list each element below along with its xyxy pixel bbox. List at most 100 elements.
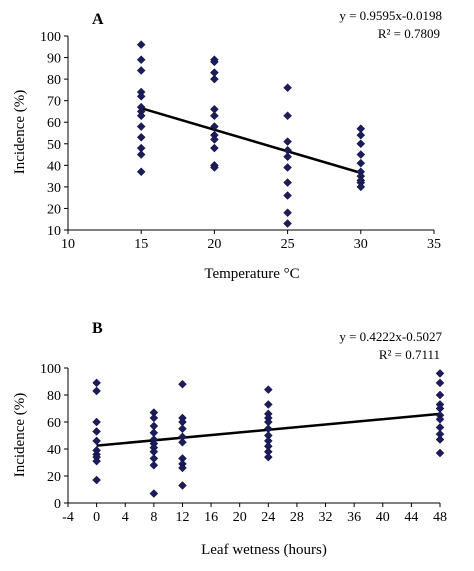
y-tick-label: 70 — [47, 95, 61, 110]
data-point — [210, 163, 219, 172]
data-point — [149, 460, 159, 470]
data-point — [149, 413, 159, 423]
x-tick-label: 24 — [261, 510, 275, 525]
data-point — [283, 83, 292, 93]
y-tick-label: 60 — [47, 116, 61, 131]
x-tick-label: 30 — [354, 237, 368, 252]
data-point — [92, 427, 101, 436]
data-point — [210, 143, 219, 153]
x-tick-label: 28 — [290, 510, 304, 525]
y-tick-label: 80 — [47, 389, 61, 404]
x-tick-label: 4 — [122, 510, 129, 525]
x-tick-label: 25 — [281, 237, 295, 252]
y-tick-label: 80 — [47, 73, 61, 88]
data-point — [210, 111, 219, 121]
chart-panel-b: B y = 0.4222x-0.5027 R² = 0.7111 Inciden… — [12, 320, 447, 558]
data-point — [356, 130, 366, 140]
data-point — [210, 135, 219, 144]
data-point — [178, 481, 187, 490]
x-tick-label: 35 — [427, 237, 441, 252]
data-point — [435, 378, 445, 388]
x-tick-label: -4 — [62, 510, 74, 525]
data-point — [283, 137, 292, 146]
x-tick-label: 10 — [61, 237, 75, 252]
x-tick-label: 8 — [150, 510, 157, 525]
data-point — [283, 178, 292, 187]
chart-panel-a: A y = 0.9595x-0.0198 R² = 0.7809 Inciden… — [12, 8, 442, 282]
y-axis-title-b: Incidence (%) — [12, 393, 28, 478]
x-axis-title-b: Leaf wetness (hours) — [201, 542, 327, 558]
y-tick-label: 40 — [47, 443, 61, 458]
data-point — [435, 448, 445, 458]
y-tick-label: 40 — [47, 159, 61, 174]
data-point — [263, 452, 273, 462]
data-point — [210, 74, 219, 84]
data-point — [356, 150, 366, 159]
x-tick-label: 20 — [207, 237, 221, 252]
data-point — [136, 167, 146, 177]
y-tick-label: 20 — [47, 470, 61, 485]
data-point — [136, 92, 146, 101]
y-tick-label: 0 — [54, 497, 61, 512]
x-tick-label: 0 — [93, 510, 100, 525]
plot-area-a: 10 20 30 40 50 60 70 80 90 100 10 15 20 25 30 35 — [40, 30, 441, 252]
data-point — [356, 182, 366, 192]
data-point — [136, 111, 146, 121]
data-point — [92, 475, 101, 485]
x-tick-label: 15 — [134, 237, 148, 252]
y-axis-title-a: Incidence (%) — [12, 90, 28, 175]
y-tick-label: 90 — [47, 52, 61, 67]
data-point — [92, 378, 101, 388]
data-point — [210, 57, 219, 67]
data-point — [136, 66, 146, 75]
panel-label-b: B — [92, 320, 103, 337]
x-tick-label: 40 — [376, 510, 390, 525]
equation-b: y = 0.4222x-0.5027 — [339, 329, 442, 344]
x-tick-label: 32 — [319, 510, 333, 525]
data-point — [149, 489, 159, 498]
panel-label-a: A — [92, 11, 104, 28]
data-point — [263, 385, 273, 394]
y-tick-label: 30 — [47, 181, 61, 196]
data-point — [283, 163, 292, 172]
x-tick-label: 20 — [233, 510, 247, 525]
data-point — [136, 55, 146, 65]
y-tick-label: 50 — [47, 138, 61, 153]
data-point — [178, 463, 187, 473]
y-tick-label: 10 — [47, 224, 61, 239]
data-point — [92, 386, 101, 396]
equation-a: y = 0.9595x-0.0198 — [339, 8, 442, 23]
data-point — [283, 152, 292, 162]
data-point — [435, 390, 445, 400]
trend-line-a — [140, 107, 362, 175]
r-squared-a: R² = 0.7809 — [378, 26, 440, 41]
data-point — [435, 369, 445, 378]
data-point — [263, 400, 273, 409]
x-axis-title-a: Temperature °C — [204, 266, 299, 282]
data-point — [283, 208, 292, 218]
r-squared-b: R² = 0.7111 — [379, 347, 440, 362]
x-tick-label: 36 — [347, 510, 361, 525]
data-point — [283, 111, 292, 121]
data-point — [283, 191, 292, 200]
data-point — [178, 437, 187, 447]
x-tick-label: 16 — [204, 510, 218, 525]
data-point — [136, 40, 146, 49]
y-tick-label: 20 — [47, 202, 61, 217]
x-tick-label: 12 — [175, 510, 189, 525]
y-tick-label: 100 — [40, 362, 61, 377]
data-point — [136, 122, 146, 131]
data-point — [178, 379, 187, 389]
data-point — [356, 158, 366, 168]
y-tick-label: 100 — [40, 30, 61, 45]
data-point — [178, 424, 187, 434]
x-tick-label: 48 — [433, 510, 447, 525]
data-point — [283, 219, 292, 228]
x-tick-label: 44 — [404, 510, 418, 525]
data-point — [356, 139, 366, 149]
data-point — [92, 417, 101, 427]
data-point — [210, 122, 219, 131]
data-point — [92, 456, 101, 466]
